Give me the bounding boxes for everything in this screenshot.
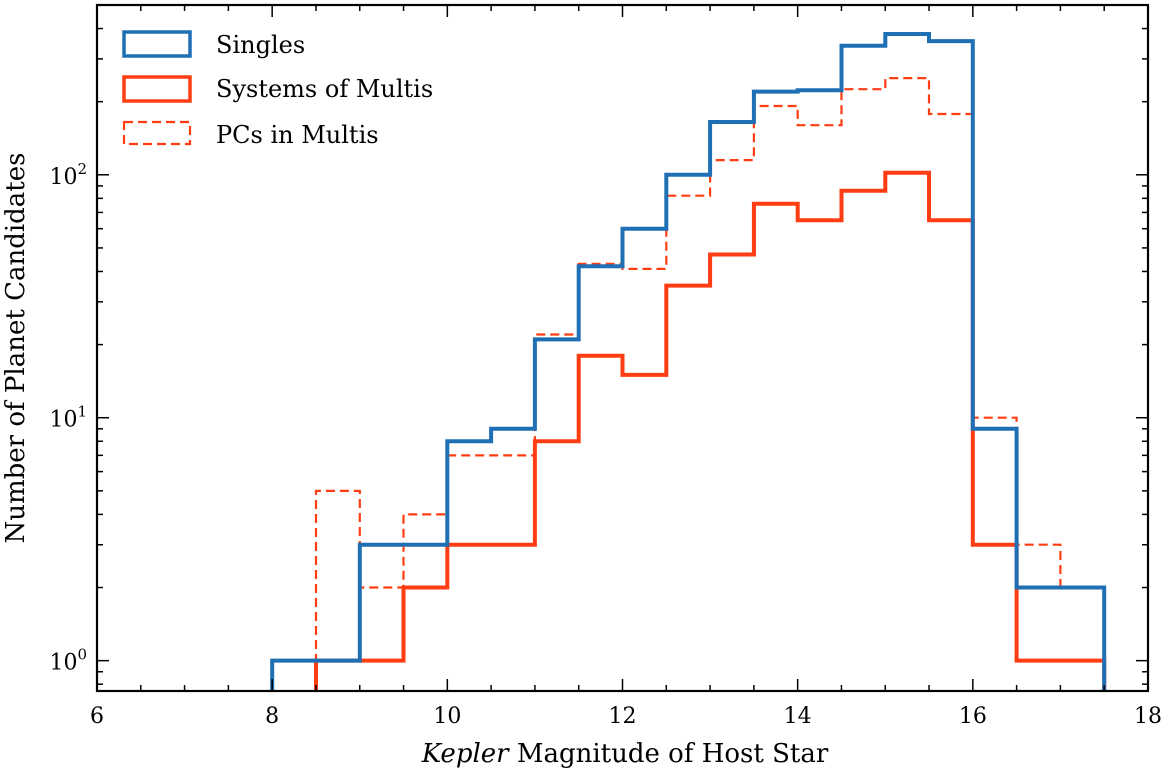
plot-frame xyxy=(95,3,1150,693)
x-tick-label: 16 xyxy=(959,704,987,729)
x-axis-label-rest: Magnitude of Host Star xyxy=(509,739,829,769)
x-tick-label: 14 xyxy=(784,704,812,729)
series-layer xyxy=(270,32,1107,691)
x-axis-label-italic: Kepler xyxy=(421,739,510,769)
ticks-layer xyxy=(96,4,1149,691)
x-tick-label: 12 xyxy=(609,704,637,729)
legend-label-pcs-in-multis: PCs in Multis xyxy=(216,121,379,149)
y-tick-labels: 100 101 102 xyxy=(49,160,87,676)
x-tick-labels: 6 8 10 12 14 16 18 xyxy=(90,704,1162,729)
legend-label-systems-of-multis: Systems of Multis xyxy=(216,75,433,103)
x-tick-label: 10 xyxy=(433,704,461,729)
y-tick-label: 101 xyxy=(49,403,87,433)
legend: Singles Systems of Multis PCs in Multis xyxy=(122,30,433,149)
x-axis-label: Kepler Magnitude of Host Star xyxy=(421,739,829,769)
legend-swatch-systems-of-multis xyxy=(122,75,192,103)
y-tick-label: 102 xyxy=(49,160,87,190)
legend-swatch-singles xyxy=(122,30,192,58)
legend-swatch-pcs-in-multis xyxy=(122,120,192,146)
y-tick-label: 100 xyxy=(49,646,87,676)
histogram-series-systems-of-multis xyxy=(314,170,1107,691)
y-axis-label: Number of Planet Candidates xyxy=(1,153,31,544)
x-tick-label: 18 xyxy=(1134,704,1162,729)
x-tick-label: 6 xyxy=(90,704,104,729)
histogram-series-singles xyxy=(270,32,1107,691)
x-tick-label: 8 xyxy=(265,704,279,729)
legend-label-singles: Singles xyxy=(216,31,305,59)
